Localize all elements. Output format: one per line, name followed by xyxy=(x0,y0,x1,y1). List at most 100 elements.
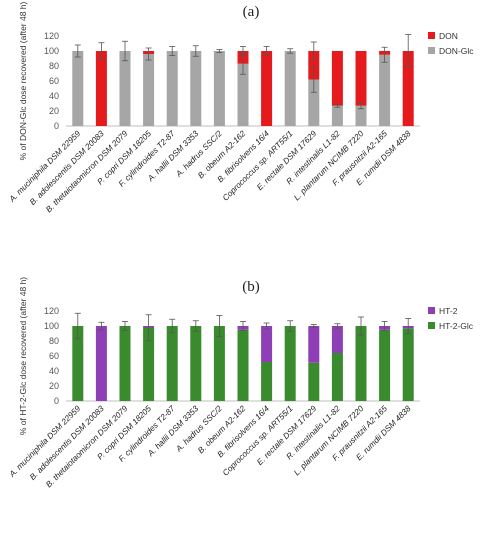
error-bar xyxy=(192,320,199,332)
legend-label: DON-Glc xyxy=(439,46,474,56)
bar-don-glc xyxy=(308,79,320,126)
y-tick-label: 20 xyxy=(49,106,59,116)
error-bar xyxy=(145,314,152,341)
error-bar xyxy=(240,321,246,331)
legend-swatch xyxy=(428,307,435,314)
bar-ht-2 xyxy=(308,326,320,363)
y-tick-label: 40 xyxy=(49,366,59,376)
error-bar xyxy=(381,46,388,63)
bar-ht-2 xyxy=(261,326,273,362)
error-bar xyxy=(98,321,105,331)
error-bar xyxy=(358,102,364,110)
legend-swatch xyxy=(428,322,435,329)
bar-don-glc xyxy=(237,63,249,126)
bar-ht-2-glc xyxy=(261,362,273,401)
error-bar xyxy=(74,312,81,340)
y-tick-label: 100 xyxy=(44,46,59,56)
bar-ht-2-glc xyxy=(308,362,320,401)
legend-label: HT-2-Glc xyxy=(439,321,474,331)
bar-ht-2-glc xyxy=(284,326,296,401)
error-bar xyxy=(216,315,223,337)
error-bar xyxy=(310,324,317,328)
bar-don-glc xyxy=(166,51,178,126)
bar-ht-2-glc xyxy=(72,326,84,401)
error-bar xyxy=(334,103,341,108)
legend-label: DON xyxy=(439,31,458,41)
y-tick-label: 0 xyxy=(54,396,59,406)
bar-don-glc xyxy=(284,51,296,126)
panel-label-a: (a) xyxy=(242,4,260,20)
error-bar xyxy=(263,46,270,56)
error-bar xyxy=(192,45,199,57)
bar-don xyxy=(402,51,414,126)
error-bar xyxy=(169,318,176,334)
error-bar xyxy=(287,320,294,332)
legend-item: HT-2-Glc xyxy=(428,321,474,331)
bar-don-glc xyxy=(379,54,391,126)
bar-don xyxy=(308,51,320,80)
y-tick-label: 60 xyxy=(49,76,59,86)
bar-don xyxy=(331,51,343,106)
bar-don-glc xyxy=(213,51,225,126)
y-tick-label: 60 xyxy=(49,351,59,361)
panel-label-b: (b) xyxy=(242,279,260,295)
chart-panel-a: (a) % of DON-Glc dose recovered (after 4… xyxy=(7,1,474,214)
error-bar xyxy=(122,321,128,331)
error-bar xyxy=(405,318,412,334)
y-tick-label: 0 xyxy=(54,121,59,131)
bar-ht-2-glc xyxy=(355,326,367,401)
legend-swatch xyxy=(428,32,435,39)
legend-item: DON-Glc xyxy=(428,46,474,56)
legend-label: HT-2 xyxy=(439,306,458,316)
bar-don xyxy=(261,51,273,126)
bar-ht-2-glc xyxy=(166,326,178,401)
y-axis-label: % of DON-Glc dose recovered (after 48 h) xyxy=(18,1,28,160)
bar-don-glc xyxy=(119,51,131,126)
chart-panel-b: (b) % of HT-2-Glc dose recovered (after … xyxy=(0,275,502,550)
bar-don-glc xyxy=(72,51,84,126)
bar-ht-2-glc xyxy=(379,329,391,401)
error-bar xyxy=(122,40,128,62)
bar-don-glc xyxy=(190,51,202,126)
bar-don-glc xyxy=(355,105,367,126)
error-bar xyxy=(169,46,176,56)
error-bar xyxy=(334,323,341,329)
legend-item: HT-2 xyxy=(428,306,458,316)
error-bar xyxy=(216,49,223,53)
error-bar xyxy=(358,316,364,336)
bar-ht-2-glc xyxy=(213,326,225,401)
bar-ht-2-glc xyxy=(143,327,155,401)
bar-ht-2 xyxy=(95,326,107,401)
y-axis-label: % of HT-2-Glc dose recovered (after 48 h… xyxy=(18,277,28,435)
bar-ht-2-glc xyxy=(190,326,202,401)
bar-ht-2-glc xyxy=(331,353,343,401)
error-bar xyxy=(381,321,388,331)
error-bar xyxy=(310,66,317,93)
legend-item: DON xyxy=(428,31,458,41)
error-bar xyxy=(145,47,152,61)
error-bar xyxy=(98,42,105,60)
y-tick-label: 20 xyxy=(49,381,59,391)
y-tick-label: 80 xyxy=(49,61,59,71)
chart-a: % of DON-Glc dose recovered (after 48 h)… xyxy=(7,1,474,214)
y-tick-label: 100 xyxy=(44,321,59,331)
y-tick-label: 120 xyxy=(44,306,59,316)
error-bar xyxy=(74,44,81,58)
y-tick-label: 80 xyxy=(49,336,59,346)
legend-swatch xyxy=(428,47,435,54)
error-bar xyxy=(240,46,246,56)
error-bar xyxy=(405,34,412,68)
bar-ht-2-glc xyxy=(402,328,414,401)
bar-don xyxy=(355,51,367,106)
bar-ht-2-glc xyxy=(237,329,249,401)
bar-don-glc xyxy=(331,105,343,126)
bar-don xyxy=(95,51,107,126)
bar-don-glc xyxy=(143,54,155,126)
error-bar xyxy=(287,48,294,54)
y-tick-label: 120 xyxy=(44,31,59,41)
y-tick-label: 40 xyxy=(49,91,59,101)
error-bar xyxy=(310,41,317,61)
bar-ht-2 xyxy=(331,326,343,353)
chart-b: % of HT-2-Glc dose recovered (after 48 h… xyxy=(7,277,474,490)
bar-ht-2-glc xyxy=(119,326,131,401)
